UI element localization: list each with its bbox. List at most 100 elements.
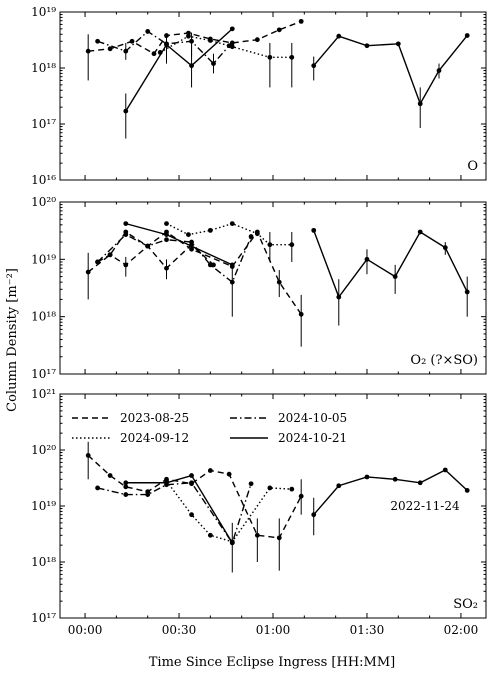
legend-label: 2024-09-12: [120, 431, 189, 445]
tick-label: 10¹⁸: [31, 61, 56, 75]
tick-label: 02:00: [444, 623, 479, 637]
data-point: [392, 274, 398, 279]
data-point: [392, 476, 398, 482]
panel-label: O₂ (?×SO): [410, 353, 478, 368]
x-axis-label: Time Since Eclipse Ingress [HH:MM]: [149, 655, 395, 670]
data-point: [229, 540, 235, 546]
tick-label: 10²¹: [31, 387, 56, 401]
data-point: [311, 227, 317, 233]
data-point: [311, 512, 317, 518]
data-point: [164, 42, 169, 48]
data-point: [107, 252, 113, 258]
tick-label: 10¹⁹: [31, 252, 56, 266]
data-point: [289, 486, 295, 492]
series-line: [97, 233, 252, 284]
data-point: [229, 44, 235, 50]
data-point: [229, 279, 235, 285]
data-point: [289, 242, 295, 248]
data-point: [267, 54, 273, 60]
series-line: [125, 28, 233, 112]
data-point: [207, 38, 213, 43]
data-point: [164, 237, 169, 243]
legend: 2023-08-25 2024-10-05 2024-09-12 2024-10-21: [72, 411, 347, 445]
series-line: [88, 20, 302, 55]
data-point: [211, 262, 216, 268]
series-dashed: [85, 441, 304, 571]
series-line: [97, 30, 230, 65]
series-line: [125, 222, 233, 266]
data-point: [164, 221, 169, 227]
legend-label: 2024-10-05: [278, 411, 347, 425]
panel-label: O: [467, 159, 478, 174]
series-line: [87, 454, 302, 539]
data-point: [129, 38, 135, 44]
plot-frame: [59, 11, 487, 181]
data-point: [442, 467, 448, 473]
panel-2: 10¹⁷ 10¹⁸ 10¹⁹ 10²⁰ O₂ (?×SO): [31, 195, 487, 381]
data-point: [254, 231, 260, 237]
data-point: [289, 54, 295, 60]
data-point: [95, 38, 100, 44]
series-solid: [123, 26, 235, 139]
data-point: [298, 311, 304, 317]
data-point: [442, 245, 448, 251]
data-point: [189, 480, 194, 486]
data-point: [254, 37, 260, 43]
data-point: [298, 493, 304, 499]
data-point: [85, 453, 91, 458]
data-point: [85, 269, 91, 275]
tick-label: 10¹⁷: [31, 367, 56, 381]
tick-label: 00:30: [162, 623, 197, 637]
legend-label: 2024-10-21: [278, 431, 347, 445]
series-solid: [123, 473, 235, 573]
tick-label: 10¹⁸: [31, 555, 56, 569]
data-point: [107, 46, 113, 52]
tick-label: 10¹⁷: [31, 117, 56, 131]
data-point: [311, 63, 317, 69]
data-point: [464, 289, 470, 295]
legend-label: 2023-08-25: [120, 411, 189, 425]
data-point: [123, 484, 129, 490]
data-point: [417, 101, 423, 107]
data-point: [211, 61, 216, 66]
data-point: [186, 33, 191, 39]
tick-label: 01:30: [350, 623, 385, 637]
data-point: [95, 259, 100, 265]
data-point: [336, 294, 342, 300]
data-point: [85, 48, 91, 54]
data-point: [226, 471, 232, 477]
data-point: [417, 480, 423, 486]
data-point: [267, 242, 273, 248]
data-point: [336, 33, 342, 39]
data-point: [248, 234, 254, 239]
data-point: [229, 262, 235, 268]
series-solid: [311, 227, 470, 326]
data-point: [229, 221, 235, 227]
data-point: [417, 229, 423, 235]
tick-label: 01:00: [256, 623, 291, 637]
series-dashdot: [95, 480, 254, 546]
tick-label: 10²⁰: [31, 443, 56, 457]
series-dotted: [164, 478, 295, 545]
data-point: [189, 473, 194, 478]
data-point: [123, 262, 129, 268]
tick-label: 10¹⁶: [31, 173, 56, 187]
data-point: [464, 33, 470, 38]
data-point: [189, 63, 194, 69]
data-point: [123, 492, 129, 497]
data-point: [276, 535, 282, 541]
series-dashed: [95, 242, 216, 280]
data-point: [151, 51, 157, 57]
tick-label: 00:00: [68, 623, 103, 637]
data-point: [145, 492, 151, 497]
panel-label: SO₂: [453, 597, 478, 612]
data-point: [298, 18, 304, 24]
plot-frame: [59, 201, 487, 375]
panel-1: 10¹⁶ 10¹⁷ 10¹⁸ 10¹⁹ O: [31, 5, 487, 187]
series-line: [313, 230, 468, 299]
data-point: [464, 487, 470, 493]
data-point: [207, 468, 213, 473]
data-point: [164, 480, 169, 486]
data-point: [164, 232, 169, 238]
